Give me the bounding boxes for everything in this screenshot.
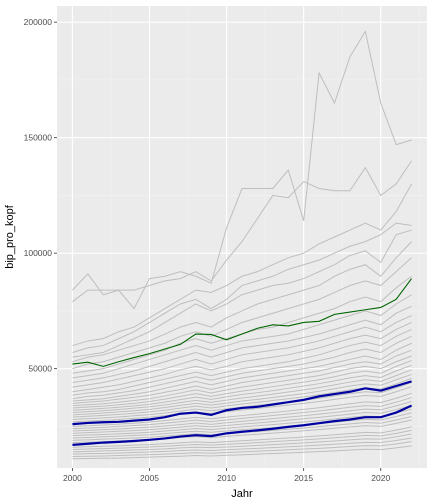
region-series-line [72,349,412,404]
region-series-line [72,322,412,393]
region-series-line [72,257,412,370]
region-series-line [72,433,412,453]
x-tick-label: 2020 [371,473,390,483]
region-series-line [72,160,412,303]
region-series-line [72,355,412,407]
plot-panel [57,6,427,468]
y-axis-title: bip_pro_kopf [4,204,16,269]
x-tick-label: 2000 [63,473,82,483]
region-series-line [72,315,412,388]
upper-band-line [72,380,412,426]
region-series-line [72,392,412,427]
region-series-line [72,373,412,416]
region-series-line [72,445,412,460]
region-series-line [72,328,412,396]
x-axis: 2000 2005 2010 2015 2020 [63,468,390,483]
region-series-line [72,229,412,358]
region-series-line [72,241,412,363]
region-series-line [72,364,412,411]
region-series-line [72,400,412,432]
region-series-line [72,412,412,439]
region-series-line [72,437,412,455]
region-lines [72,30,413,460]
x-tick-label: 2005 [140,473,159,483]
highlight-line [72,278,413,367]
region-series-line [72,369,412,414]
y-tick-label: 200000 [24,17,53,27]
region-series-line [72,335,412,400]
region-series-line [72,397,412,430]
region-series-line [72,360,412,409]
region-series-line [72,305,412,384]
region-series-line [72,183,413,347]
lower-band-line [72,404,413,446]
y-tick-label: 100000 [24,248,53,258]
region-series-line [72,429,412,451]
region-series-line [72,441,412,457]
region-series-line [72,386,412,423]
y-axis: 50000 100000 150000 200000 [24,17,57,374]
region-series-line [72,404,412,434]
x-axis-title: Jahr [231,488,253,500]
band-lines [72,380,413,446]
region-series-line [72,222,412,353]
highlight-series-line [72,278,413,367]
x-tick-label: 2010 [217,473,236,483]
region-series-line [72,294,412,379]
y-tick-label: 150000 [24,133,53,143]
region-series-line [72,342,412,402]
x-tick-label: 2015 [294,473,313,483]
region-series-line [72,377,412,418]
region-series-line [72,30,412,310]
y-tick-label: 50000 [28,364,52,374]
region-series-line [72,426,412,448]
region-series-line [72,408,412,437]
